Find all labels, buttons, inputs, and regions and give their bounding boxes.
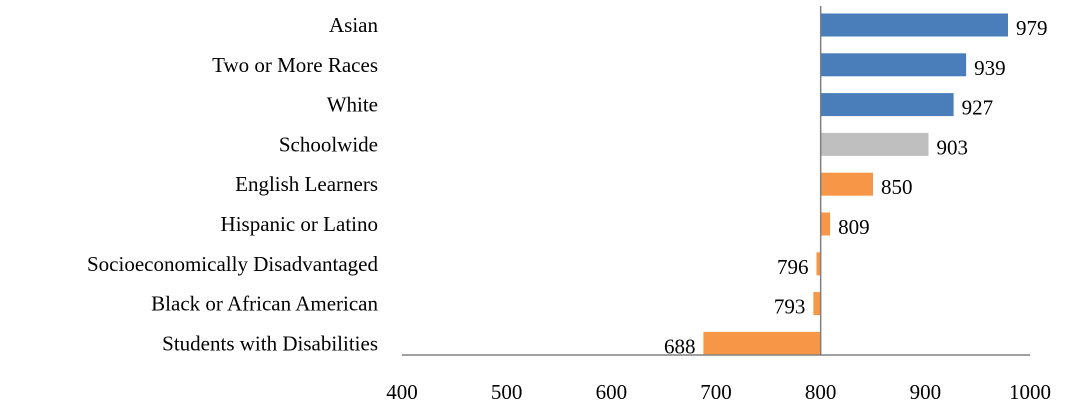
bar-socioeconomically-disadvantaged — [816, 252, 821, 276]
value-label-socioeconomically-disadvantaged: 796 — [777, 255, 809, 279]
category-label-socioeconomically-disadvantaged: Socioeconomically Disadvantaged — [87, 252, 378, 276]
x-tick-labels: 400 500 600 700 800 900 1000 — [386, 380, 1051, 404]
bar-white — [820, 93, 954, 117]
value-label-schoolwide: 903 — [936, 135, 968, 159]
category-label-schoolwide: Schoolwide — [279, 132, 378, 156]
category-labels: Asian Two or More Races White Schoolwide Eng… — [87, 13, 378, 355]
value-label-white: 927 — [962, 96, 994, 120]
category-label-asian: Asian — [329, 13, 378, 37]
bar-schoolwide — [820, 132, 929, 156]
x-tick-label-800: 800 — [805, 380, 837, 404]
bar-two-or-more-races — [820, 53, 967, 77]
value-label-two-or-more-races: 939 — [974, 56, 1006, 80]
x-tick-label-600: 600 — [596, 380, 628, 404]
bar-black-or-african-american — [813, 292, 821, 316]
value-label-black-or-african-american: 793 — [774, 295, 806, 319]
x-tick-label-700: 700 — [700, 380, 732, 404]
bar-students-with-disabilities — [703, 331, 821, 355]
bar-hispanic-or-latino — [820, 212, 831, 236]
category-label-black-or-african-american: Black or African American — [151, 292, 378, 316]
bar-asian — [820, 13, 1009, 37]
bars-group — [703, 13, 1009, 355]
x-tick-label-1000: 1000 — [1009, 380, 1051, 404]
x-tick-label-500: 500 — [491, 380, 523, 404]
category-label-white: White — [327, 93, 378, 117]
category-label-hispanic-or-latino: Hispanic or Latino — [221, 212, 378, 236]
bar-english-learners — [820, 172, 873, 196]
x-tick-label-400: 400 — [386, 380, 418, 404]
category-label-two-or-more-races: Two or More Races — [212, 53, 378, 77]
value-label-asian: 979 — [1016, 16, 1048, 40]
x-tick-label-900: 900 — [910, 380, 942, 404]
value-label-hispanic-or-latino: 809 — [838, 215, 870, 239]
value-label-english-learners: 850 — [881, 175, 913, 199]
category-label-students-with-disabilities: Students with Disabilities — [162, 331, 378, 355]
category-label-english-learners: English Learners — [235, 172, 378, 196]
